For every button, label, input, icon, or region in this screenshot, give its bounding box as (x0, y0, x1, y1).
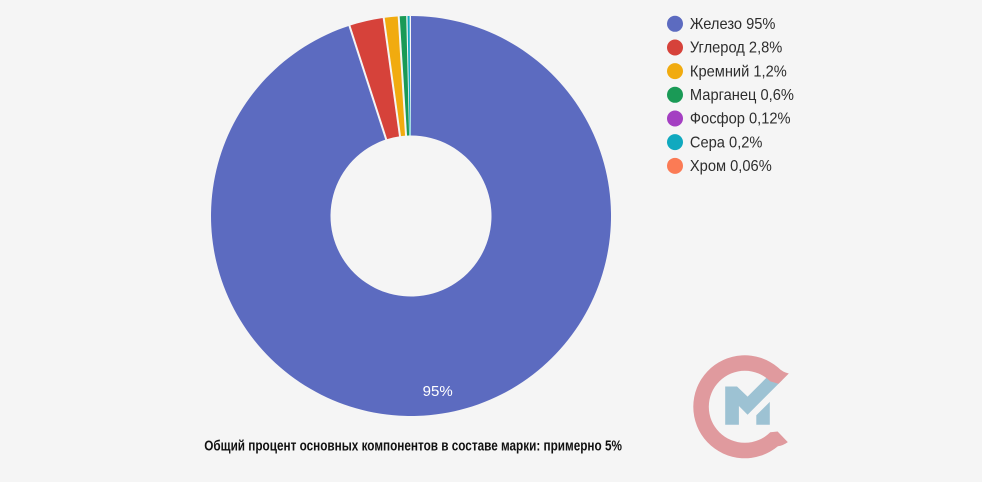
svg-text:Углерод 2,8%: Углерод 2,8% (690, 39, 783, 57)
svg-text:Фосфор 0,12%: Фосфор 0,12% (690, 110, 791, 128)
svg-text:Марганец 0,6%: Марганец 0,6% (690, 86, 794, 104)
svg-text:95%: 95% (423, 383, 453, 400)
svg-text:Общий процент основных компоне: Общий процент основных компонентов в сос… (204, 437, 622, 453)
svg-text:Хром 0,06%: Хром 0,06% (690, 157, 772, 175)
svg-text:Кремний 1,2%: Кремний 1,2% (690, 63, 787, 81)
svg-text:Сера 0,2%: Сера 0,2% (690, 134, 763, 152)
svg-text:Железо 95%: Железо 95% (690, 15, 776, 33)
